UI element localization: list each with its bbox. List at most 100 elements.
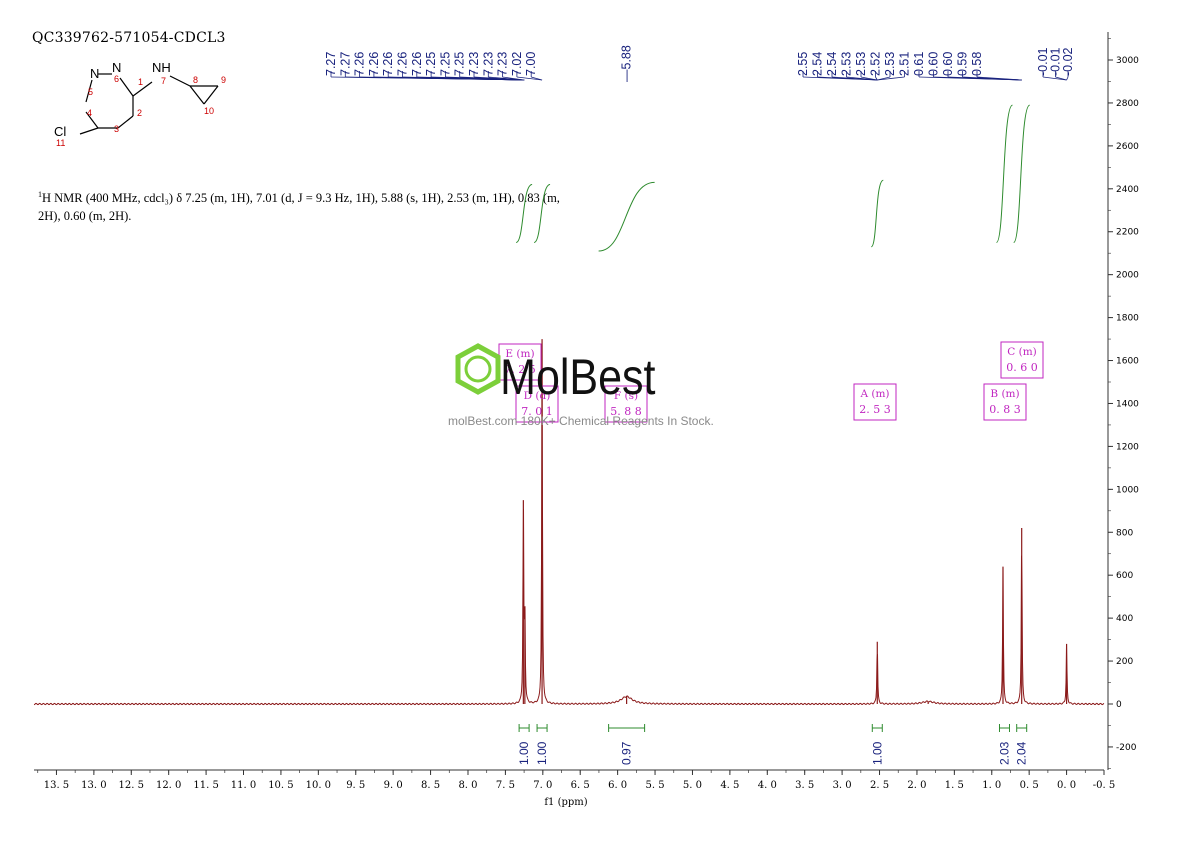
atom-number: 5 xyxy=(88,87,93,97)
x-tick-label: 10. 0 xyxy=(306,780,331,791)
x-tick-label: 4. 5 xyxy=(720,780,739,791)
x-tick-label: 3. 5 xyxy=(795,780,814,791)
x-tick-label: 5. 5 xyxy=(646,780,665,791)
x-tick-label: 8. 0 xyxy=(458,780,477,791)
atom-number: 10 xyxy=(204,106,214,116)
ring-logo-icon xyxy=(464,355,492,383)
peak-label-connector xyxy=(877,76,905,81)
atom-number: 11 xyxy=(56,138,65,148)
multiplet-shift: 7. 2 5 xyxy=(504,363,536,376)
peak-label: 7.25 xyxy=(453,52,467,76)
peak-label: 0.60 xyxy=(941,52,955,76)
x-tick-label: 5. 0 xyxy=(683,780,702,791)
integral-curve xyxy=(996,104,1013,243)
y-tick-label: 1400 xyxy=(1116,399,1139,409)
integral-value: 2.03 xyxy=(997,741,1011,765)
multiplet-shift: 0. 8 3 xyxy=(989,403,1021,416)
x-tick-label: 7. 5 xyxy=(496,780,515,791)
x-tick-label: 3. 0 xyxy=(833,780,852,791)
atom-number: 4 xyxy=(87,108,92,118)
x-tick-label: 9. 5 xyxy=(346,780,365,791)
peak-label: 7.00 xyxy=(524,52,538,76)
peak-label: 7.26 xyxy=(353,52,367,76)
x-tick-label: 4. 0 xyxy=(758,780,777,791)
molecule-structure: N N NH Cl 1 2 3 4 5 6 7 8 9 10 11 xyxy=(54,60,226,148)
y-tick-label: 2800 xyxy=(1116,99,1139,109)
sample-id: QC339762-571054-CDCL3 xyxy=(32,30,226,46)
multiplet-letter: A (m) xyxy=(859,388,889,400)
x-tick-label: 0. 5 xyxy=(1020,780,1039,791)
peak-label: 7.23 xyxy=(496,52,510,76)
peak-label: 0.58 xyxy=(970,52,984,76)
multiplet-letter: F (s) xyxy=(614,390,638,402)
atom-number: 2 xyxy=(137,108,142,118)
atom-number: 9 xyxy=(221,75,226,85)
integral-layer: 1.00 1.00 0.97 1.00 2.03 2.04 xyxy=(515,104,1031,765)
peak-label-connector xyxy=(1042,76,1067,81)
y-tick-label: 1200 xyxy=(1116,442,1139,452)
hexagon-logo-icon xyxy=(455,343,501,395)
x-tick-label: 10. 5 xyxy=(268,780,293,791)
structure-bonds xyxy=(79,73,219,135)
peak-label: 7.26 xyxy=(396,52,410,76)
x-axis-label: f1 (ppm) xyxy=(544,797,587,808)
y-tick-label: -200 xyxy=(1116,743,1137,753)
peak-label-connector xyxy=(1055,76,1067,81)
atom-number: 6 xyxy=(114,74,119,84)
x-tick-label: 1. 0 xyxy=(982,780,1001,791)
peak-label-connector xyxy=(502,76,525,81)
peak-label: 7.25 xyxy=(438,52,452,76)
molbest-logo: MolBest xyxy=(455,343,656,402)
atom-numbers: 1 2 3 4 5 6 7 8 9 10 11 xyxy=(56,74,226,148)
multiplet-box xyxy=(604,385,648,423)
integral-value: 0.97 xyxy=(620,741,634,765)
atom-number: 8 xyxy=(193,75,198,85)
peak-label: 7.26 xyxy=(367,52,381,76)
spectrum-layer xyxy=(33,339,1105,706)
peak-label: 2.53 xyxy=(883,52,897,76)
integral-value: 1.00 xyxy=(870,741,884,765)
x-tick-label: 12. 5 xyxy=(119,780,144,791)
peak-label: 2.54 xyxy=(825,52,839,76)
y-tick-label: 1600 xyxy=(1116,357,1139,367)
integral-curve xyxy=(870,179,884,248)
integral-value: 1.00 xyxy=(535,741,549,765)
multiplet-letter: D (d) xyxy=(524,390,551,402)
multiplet-box xyxy=(1000,341,1044,379)
x-tick-label: 2. 5 xyxy=(870,780,889,791)
peak-label: -0.02 xyxy=(1061,47,1075,76)
y-tick-label: 2400 xyxy=(1116,185,1139,195)
peak-label: 2.53 xyxy=(840,52,854,76)
peak-label-connector xyxy=(531,76,543,81)
multiplet-letter: B (m) xyxy=(990,388,1019,400)
watermark-tagline: molBest.com 180K+ Chemical Reagents In S… xyxy=(448,414,714,428)
peak-label-connector xyxy=(860,76,878,81)
y-tick-label: 200 xyxy=(1116,657,1133,667)
axes-layer: 13. 5 13. 0 12. 5 12. 0 11. 5 11. 0 10. 5 10. 0… xyxy=(34,32,1139,808)
x-tick-label: -0. 5 xyxy=(1093,780,1115,791)
peak-label: 7.23 xyxy=(481,52,495,76)
atom-number: 7 xyxy=(161,76,166,86)
multiplet-letter: E (m) xyxy=(505,348,534,360)
multiplet-box-layer: E (m) 7. 2 5 D (d) 7. 0 1 F (s) 5. 8 8 A (m) 2.… xyxy=(498,341,1044,423)
peak-label: 0.59 xyxy=(956,52,970,76)
multiplet-box xyxy=(853,383,897,421)
integral-curve xyxy=(515,184,533,243)
peak-label: 2.52 xyxy=(869,52,883,76)
y-tick-label: 400 xyxy=(1116,614,1133,624)
y-tick-label: 800 xyxy=(1116,528,1133,538)
atom-cl: Cl xyxy=(54,124,66,139)
y-tick-label: 2600 xyxy=(1116,142,1139,152)
peak-label: —5.88 xyxy=(620,45,634,82)
y-tick-label: 1000 xyxy=(1116,485,1139,495)
peak-label: 0.61 xyxy=(912,52,926,76)
integral-curve xyxy=(1013,104,1031,243)
atom-nh: NH xyxy=(152,60,171,75)
atom-number: 1 xyxy=(138,77,143,87)
atom-n6: N xyxy=(112,60,121,75)
peak-label: 2.53 xyxy=(854,52,868,76)
y-tick-label: 3000 xyxy=(1116,56,1139,66)
peak-label-connector xyxy=(976,76,1022,81)
x-tick-label: 6. 0 xyxy=(608,780,627,791)
peak-label: 0.60 xyxy=(927,52,941,76)
